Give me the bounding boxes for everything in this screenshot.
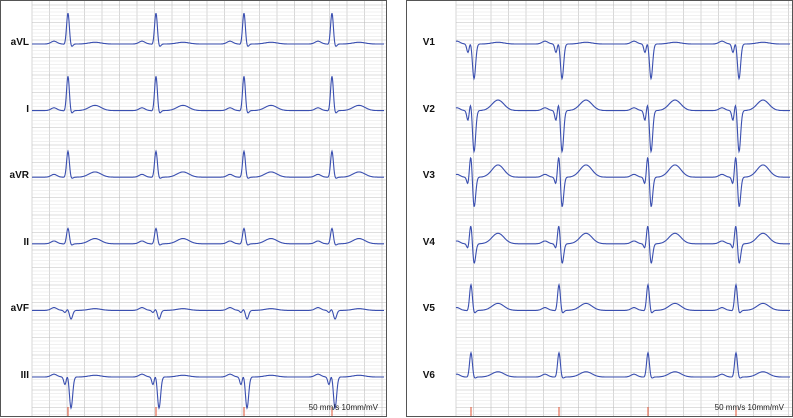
chest-leads-panel: 50 mm/s 10mm/mV V1 V2 V3 V4 V5 V6 — [406, 0, 793, 417]
lead-label-v5: V5 — [422, 303, 435, 315]
lead-label-avr: aVR — [9, 170, 29, 182]
ecg-trace-avf — [32, 307, 384, 320]
ecg-trace-v2 — [455, 99, 790, 154]
lead-label-avf: aVF — [10, 303, 29, 315]
ecg-trace-i — [32, 76, 384, 114]
ecg-trace-avl — [32, 12, 384, 47]
ecg-trace-v4 — [455, 225, 790, 264]
ecg-trace-avr — [32, 149, 384, 179]
ecg-trace-v6 — [455, 351, 790, 379]
calibration-label: 50 mm/s 10mm/mV — [714, 403, 784, 412]
ecg-grid-left — [31, 1, 386, 416]
calibration-label: 50 mm/s 10mm/mV — [308, 403, 378, 412]
ecg-trace-v3 — [455, 156, 790, 207]
ecg-trace-v1 — [455, 40, 790, 81]
lead-label-v1: V1 — [422, 37, 435, 48]
ecg-grid-right — [455, 1, 792, 416]
lead-label-iii: III — [20, 370, 29, 381]
ecg-trace-v5 — [455, 282, 790, 314]
lead-label-v3: V3 — [422, 170, 435, 182]
lead-label-v2: V2 — [422, 103, 435, 115]
lead-label-i: I — [26, 103, 29, 115]
ecg-trace-iii — [32, 373, 384, 410]
lead-label-ii: II — [23, 236, 29, 248]
lead-label-avl: aVL — [10, 37, 29, 48]
lead-label-v4: V4 — [422, 236, 435, 248]
ecg-trace-ii — [32, 227, 384, 246]
lead-label-v6: V6 — [422, 370, 435, 381]
